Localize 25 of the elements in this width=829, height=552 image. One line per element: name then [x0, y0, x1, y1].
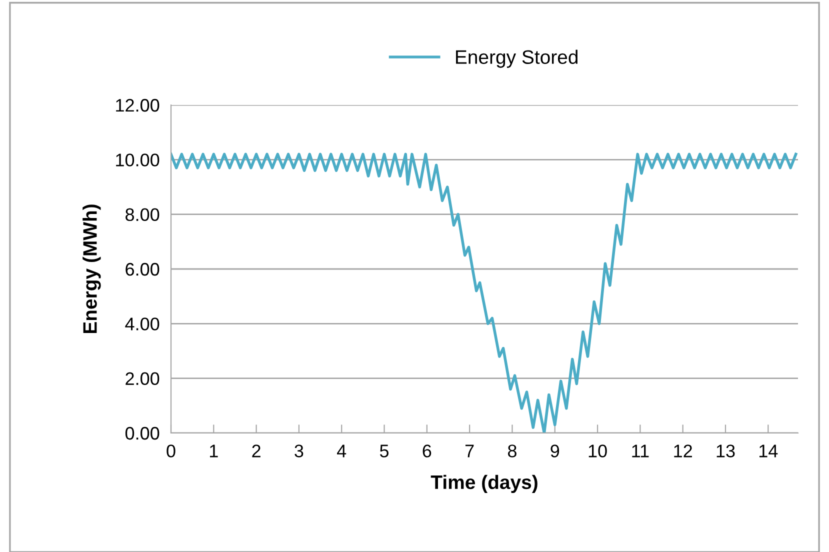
x-tick-label: 6 — [422, 444, 432, 458]
x-tick-label: 12 — [674, 444, 692, 458]
x-tick-label: 1 — [210, 444, 218, 458]
y-tick-label: 10.00 — [116, 154, 160, 166]
x-axis-title: Time (days) — [430, 474, 538, 493]
x-tick-label: 10 — [588, 444, 607, 458]
y-tick-label: 4.00 — [125, 318, 160, 330]
y-tick-label: 0.00 — [125, 426, 160, 440]
x-tick-label: 13 — [716, 444, 735, 458]
y-tick-label: 6.00 — [126, 262, 160, 276]
x-tick-label: 5 — [380, 444, 389, 458]
x-tick-label: 8 — [508, 444, 516, 458]
x-tick-label: 11 — [632, 444, 649, 458]
y-tick-label: 12.00 — [116, 98, 160, 112]
legend-label: Energy Stored — [456, 50, 578, 68]
y-tick-label: 8.00 — [126, 208, 160, 222]
x-tick-label: 0 — [166, 444, 176, 458]
x-tick-label: 9 — [550, 444, 560, 458]
x-tick-label: 7 — [465, 444, 474, 458]
x-tick-label: 4 — [337, 444, 346, 458]
x-tick-label: 2 — [252, 444, 260, 458]
y-axis-title: Energy (MWh) — [82, 204, 101, 334]
y-tick-label: 2.00 — [126, 372, 160, 386]
x-tick-label: 3 — [294, 444, 304, 458]
x-tick-label: 14 — [759, 444, 778, 458]
